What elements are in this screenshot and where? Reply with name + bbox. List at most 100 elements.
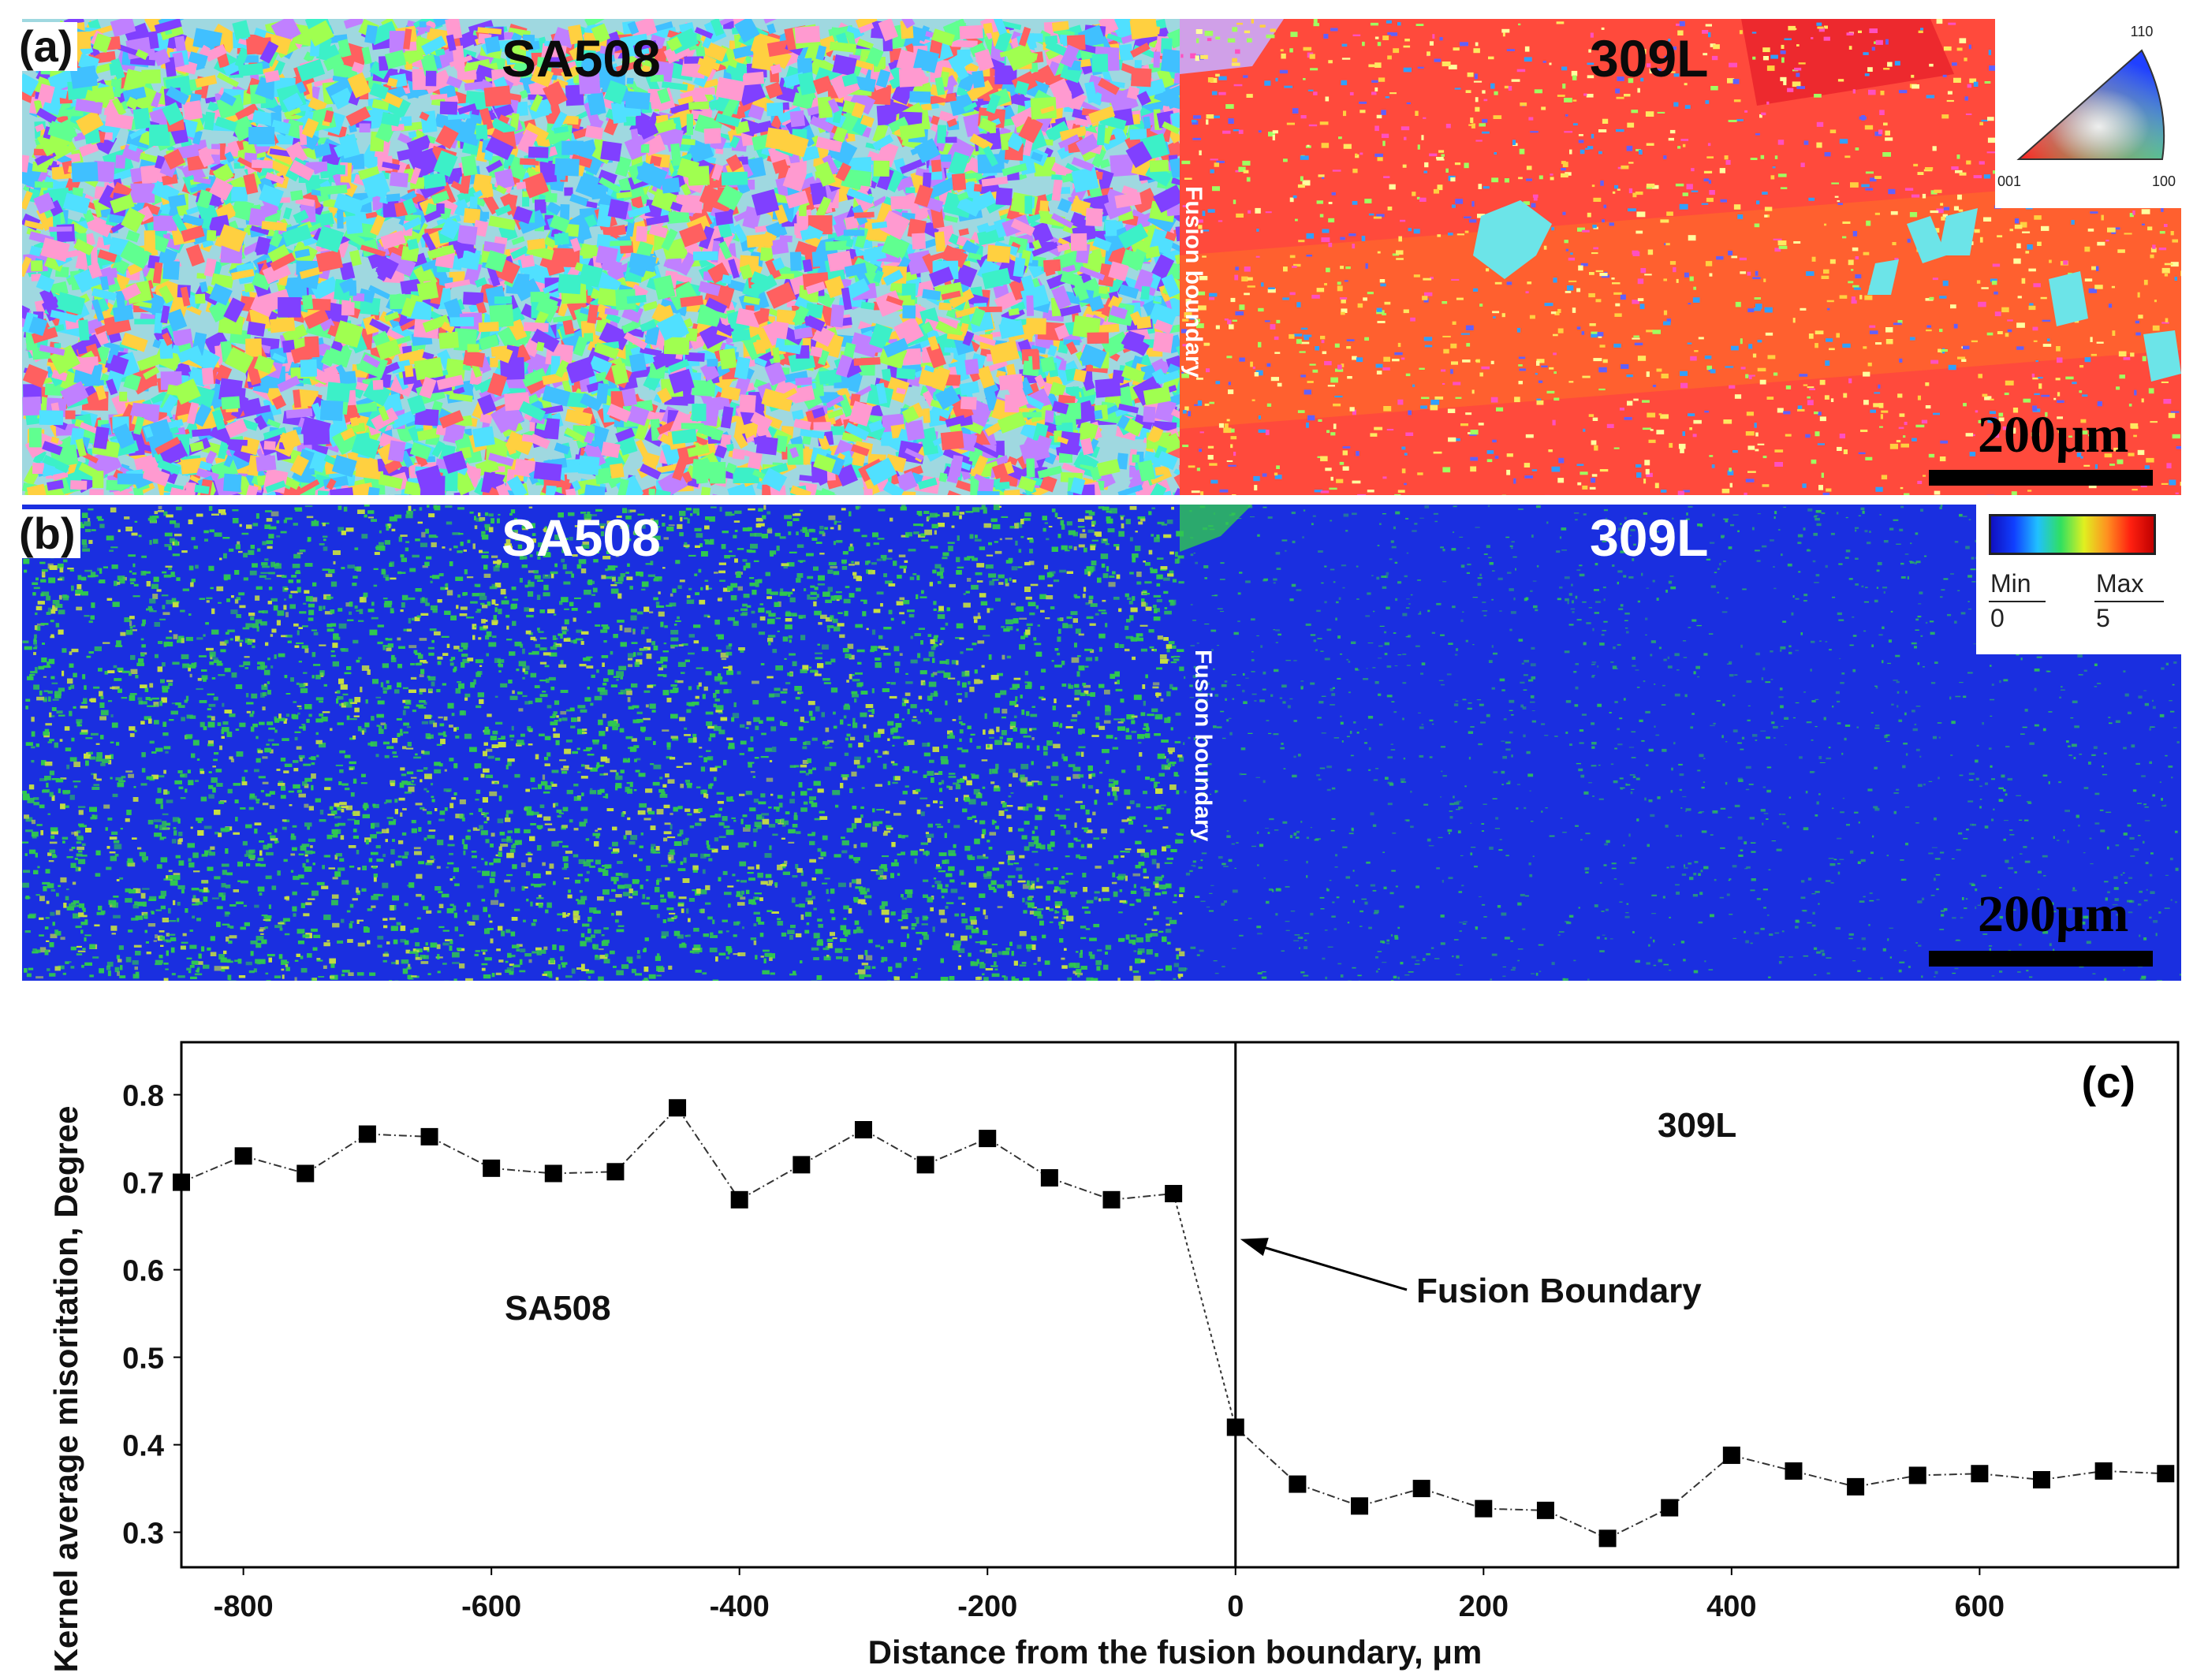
data-segment — [739, 1164, 802, 1201]
kam-texture — [22, 505, 2181, 981]
ipf-key-label-100: 100 — [2152, 173, 2176, 189]
ipf-triangle-icon: 110 001 100 — [1997, 24, 2176, 189]
data-point — [358, 1125, 376, 1143]
panel-a-fusion-boundary-label: Fusion boundary — [1180, 186, 1207, 378]
x-tick-label: -800 — [214, 1590, 274, 1623]
data-point — [730, 1190, 748, 1209]
data-point — [979, 1130, 997, 1148]
data-segment — [1793, 1470, 1856, 1488]
data-point — [483, 1159, 501, 1177]
panel-a-letter: (a) — [14, 22, 78, 71]
kam-legend-max-label: Max — [2096, 569, 2144, 598]
data-segment — [614, 1107, 678, 1172]
ipf-key-label-110: 110 — [2131, 24, 2154, 39]
data-point — [1971, 1465, 1989, 1483]
data-point — [1847, 1477, 1865, 1496]
plot-frame — [180, 1041, 2180, 1569]
data-segment — [1607, 1507, 1670, 1540]
data-point — [793, 1156, 811, 1174]
fusion-boundary-annotation: Fusion Boundary — [1416, 1272, 1702, 1310]
data-segment — [491, 1167, 554, 1175]
kam-map-panel: SA508 309L Fusion boundary Min Max 0 5 2… — [22, 505, 2181, 981]
data-segment — [304, 1133, 368, 1175]
region-label-sa508: SA508 — [505, 1289, 611, 1328]
data-point — [2157, 1465, 2175, 1483]
y-tick-label: 0.3 — [122, 1518, 164, 1551]
data-point — [606, 1163, 625, 1181]
x-tick-label: 0 — [1227, 1590, 1244, 1623]
panel-b-letter: (b) — [14, 509, 80, 558]
data-point — [173, 1173, 190, 1191]
data-point — [1412, 1480, 1430, 1498]
chart-axes — [180, 1041, 2180, 1569]
data-segment — [863, 1129, 927, 1166]
data-segment — [367, 1133, 430, 1138]
y-axis-label: Kernel average misoritation, Degree — [47, 1106, 84, 1673]
kam-map — [22, 505, 2181, 981]
data-point — [544, 1164, 562, 1183]
kam-legend-max-value: 5 — [2096, 604, 2110, 632]
data-segment — [800, 1129, 864, 1166]
data-point — [1661, 1499, 1679, 1517]
data-point — [1536, 1501, 1554, 1519]
data-point — [1165, 1185, 1183, 1203]
data-segment — [1359, 1488, 1422, 1507]
y-tick-labels: 0.3 0.4 0.5 0.6 0.7 0.8 — [122, 1080, 181, 1551]
x-tick-label: -600 — [461, 1590, 521, 1623]
weld-309l-texture — [1180, 19, 2181, 495]
x-tick-label: 200 — [1459, 1590, 1509, 1623]
panel-b-right-material-label: 309L — [1590, 508, 1709, 567]
data-point — [916, 1156, 934, 1174]
data-segment — [2103, 1470, 2166, 1475]
data-point — [1785, 1462, 1803, 1480]
data-point — [1102, 1190, 1121, 1209]
y-tick-label: 0.5 — [122, 1343, 164, 1376]
y-tick-label: 0.4 — [122, 1430, 164, 1463]
kam-legend-min-label: Min — [1990, 569, 2031, 598]
data-segment — [1483, 1507, 1546, 1511]
panel-a-left-material-label: SA508 — [502, 29, 661, 88]
data-point — [1598, 1529, 1617, 1548]
data-segment — [1111, 1193, 1174, 1201]
data-segment — [2041, 1470, 2104, 1481]
y-tick-label: 0.7 — [122, 1168, 164, 1201]
data-segment — [925, 1138, 988, 1166]
ipf-color-key: 110 001 100 — [1995, 19, 2181, 208]
data-segment — [1855, 1474, 1918, 1488]
data-point — [2033, 1471, 2051, 1488]
data-segment — [677, 1107, 740, 1201]
data-segment — [243, 1155, 306, 1175]
data-segment — [1669, 1455, 1732, 1509]
data-segment — [1235, 1426, 1299, 1485]
data-segment — [1545, 1509, 1608, 1540]
data-points — [173, 1099, 2175, 1548]
fusion-boundary-arrowhead — [1240, 1238, 1269, 1257]
data-point — [1226, 1418, 1244, 1436]
data-segment — [429, 1135, 492, 1169]
panel-a-scale-bar — [1929, 470, 2153, 486]
data-point — [234, 1147, 252, 1165]
data-point — [1351, 1497, 1369, 1515]
data-point — [2094, 1462, 2113, 1480]
sa508-grain-texture — [22, 19, 1207, 495]
panel-b-scale-bar — [1929, 951, 2153, 967]
x-tick-label: 400 — [1706, 1590, 1756, 1623]
data-segment — [1731, 1454, 1794, 1472]
data-segment — [1421, 1488, 1484, 1510]
data-segment — [1979, 1473, 2042, 1481]
data-segment — [1917, 1473, 1980, 1477]
panel-a-right-material-label: 309L — [1590, 29, 1709, 88]
panel-a-scale-text: 200μm — [1978, 406, 2129, 464]
data-segment — [1049, 1177, 1112, 1201]
ipf-map-panel: SA508 309L Fusion boundary 110 001 100 — [22, 19, 2181, 495]
kam-legend-min-value: 0 — [1990, 604, 2005, 632]
data-point — [1289, 1475, 1307, 1493]
data-point — [854, 1121, 872, 1138]
data-segment — [553, 1171, 616, 1175]
data-point — [1040, 1169, 1058, 1187]
chart-panel-label: (c) — [2082, 1057, 2135, 1107]
x-axis-label: Distance from the fusion boundary, μm — [868, 1633, 1483, 1671]
y-tick-label: 0.6 — [122, 1255, 164, 1288]
panel-b-scale-text: 200μm — [1978, 885, 2129, 943]
x-tick-label: 600 — [1955, 1590, 2005, 1623]
